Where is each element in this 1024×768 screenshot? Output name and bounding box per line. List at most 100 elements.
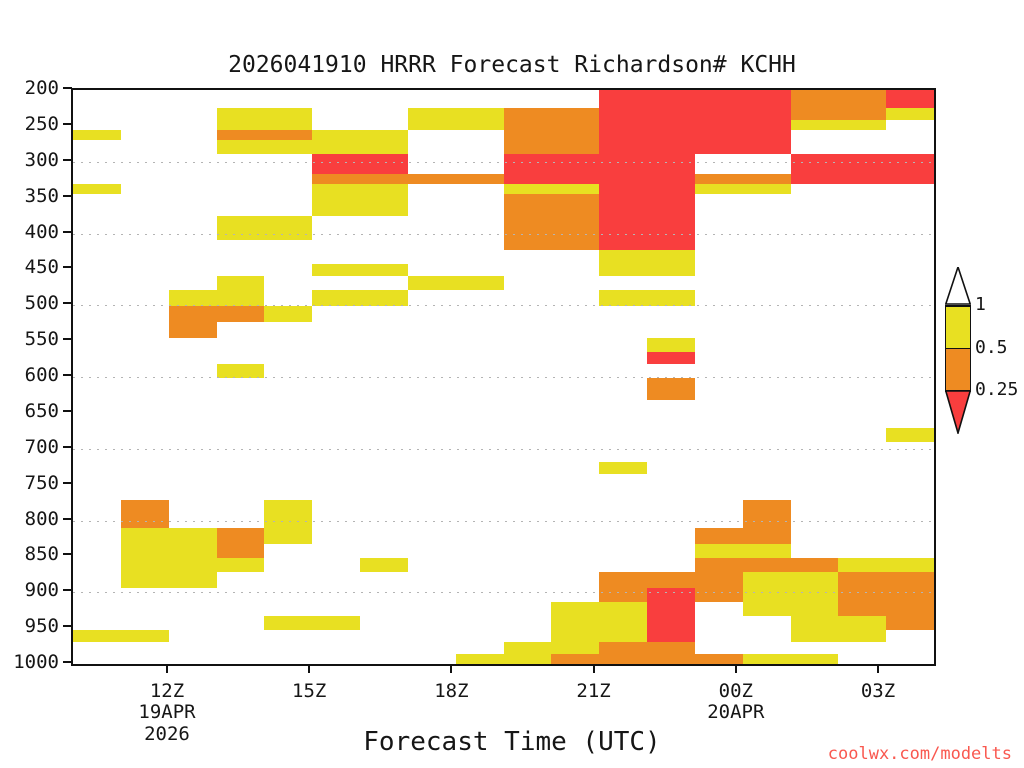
heatmap-cell <box>551 630 647 642</box>
heatmap-cell <box>121 558 169 572</box>
y-axis-tick-mark <box>63 409 72 412</box>
y-axis-tick-label: 950 <box>24 615 59 638</box>
heatmap-cell <box>504 174 599 184</box>
y-axis-tick-label: 1000 <box>13 651 59 673</box>
x-axis-tick-mark <box>734 664 737 673</box>
y-axis-tick-mark <box>63 553 72 556</box>
colorbar-tick-label: 0.25 <box>975 379 1019 401</box>
y-axis-tick-mark <box>63 266 72 269</box>
colorbar-divider <box>945 305 971 307</box>
heatmap-cell <box>647 602 695 616</box>
heatmap-cell <box>264 528 312 544</box>
heatmap-cell <box>695 558 743 572</box>
heatmap-cell <box>647 378 695 400</box>
heatmap-cell <box>599 264 695 276</box>
heatmap-cell <box>264 500 312 514</box>
heatmap-cell <box>695 174 791 184</box>
x-axis-tick-label: 18Z <box>434 680 469 702</box>
y-axis-tick-mark <box>63 481 72 484</box>
heatmap-cell <box>456 654 551 664</box>
heatmap-cell <box>886 428 934 442</box>
heatmap-cell <box>599 572 647 588</box>
colorbar-under-arrow <box>944 390 972 437</box>
heatmap-cell <box>743 654 838 664</box>
heatmap-cell <box>121 544 217 558</box>
heatmap-cell <box>599 90 791 108</box>
heatmap-plot-area <box>71 88 936 666</box>
y-axis-tick-mark <box>63 87 72 89</box>
heatmap-cell <box>791 120 886 130</box>
y-axis-tick-mark <box>63 230 72 233</box>
heatmap-cell <box>886 90 934 108</box>
heatmap-cell <box>647 588 695 602</box>
y-axis-tick-label: 850 <box>24 543 59 566</box>
colorbar-legend: 1 0.5 0.25 <box>944 264 1018 437</box>
heatmap-cell <box>408 174 504 184</box>
heatmap-cell <box>312 130 408 140</box>
heatmap-cell <box>408 108 504 120</box>
heatmap-cell <box>647 630 695 642</box>
heatmap-cell <box>73 184 121 194</box>
heatmap-cell <box>838 588 934 602</box>
heatmap-cell <box>599 462 647 474</box>
y-axis-tick-mark <box>63 302 72 305</box>
heatmap-cell <box>599 154 695 174</box>
colorbar-divider <box>945 347 971 350</box>
y-axis-tick-label: 200 <box>24 77 59 99</box>
heatmap-cell <box>791 630 886 642</box>
heatmap-cell <box>599 216 695 240</box>
heatmap-cell <box>599 184 695 194</box>
y-axis-tick-mark <box>63 158 72 161</box>
heatmap-cell <box>504 216 599 240</box>
heatmap-cell <box>217 276 264 290</box>
heatmap-cell <box>504 154 599 174</box>
heatmap-cell <box>217 108 312 120</box>
heatmap-cell <box>504 140 599 154</box>
heatmap-cell <box>743 602 838 616</box>
x-axis-tick-mark <box>877 664 879 673</box>
heatmap-cell <box>695 544 791 558</box>
heatmap-cell <box>73 630 169 642</box>
heatmap-cell <box>838 572 934 588</box>
heatmap-cell <box>647 654 743 664</box>
heatmap-cell <box>73 130 121 140</box>
heatmap-cell <box>599 250 695 264</box>
heatmap-cell <box>312 290 408 306</box>
heatmap-cell <box>121 514 169 528</box>
heatmap-cell <box>647 352 695 364</box>
heatmap-cell <box>599 174 695 184</box>
x-axis-tick-mark <box>308 664 311 673</box>
heatmap-cell <box>504 642 599 654</box>
heatmap-cell <box>599 588 647 602</box>
heatmap-cell <box>217 216 312 240</box>
x-axis-tick-label: 12Z 19APR 2026 <box>138 680 196 745</box>
heatmap-cell <box>264 616 360 630</box>
colorbar-tick-label: 1 <box>975 294 986 315</box>
heatmap-cell <box>217 140 312 154</box>
colorbar-segment <box>945 347 971 391</box>
y-axis-tick-label: 900 <box>24 579 59 602</box>
heatmap-cell <box>312 184 408 194</box>
y-axis-tick-label: 500 <box>24 292 59 315</box>
heatmap-cell <box>121 572 217 588</box>
heatmap-cell <box>217 130 312 140</box>
heatmap-cell <box>312 154 408 174</box>
x-axis-tick-mark <box>450 664 453 673</box>
y-axis-tick-mark <box>63 625 72 628</box>
y-axis-tick-mark <box>63 517 72 520</box>
heatmap-cell <box>791 174 934 184</box>
heatmap-cell <box>312 174 408 184</box>
heatmap-cell <box>217 120 312 130</box>
heatmap-cell <box>217 544 264 558</box>
y-axis-tick-label: 400 <box>24 220 59 243</box>
y-axis-tick-mark <box>63 374 72 376</box>
y-axis-tick-label: 800 <box>24 507 59 530</box>
y-axis-tick-mark <box>63 661 72 663</box>
y-axis-tick-label: 650 <box>24 399 59 422</box>
heatmap-cell <box>695 184 791 194</box>
heatmap-cell <box>647 572 743 588</box>
heatmap-cell <box>695 588 743 602</box>
heatmap-cell <box>408 120 504 130</box>
heatmap-cell <box>169 558 264 572</box>
x-axis-tick-mark <box>592 664 595 673</box>
